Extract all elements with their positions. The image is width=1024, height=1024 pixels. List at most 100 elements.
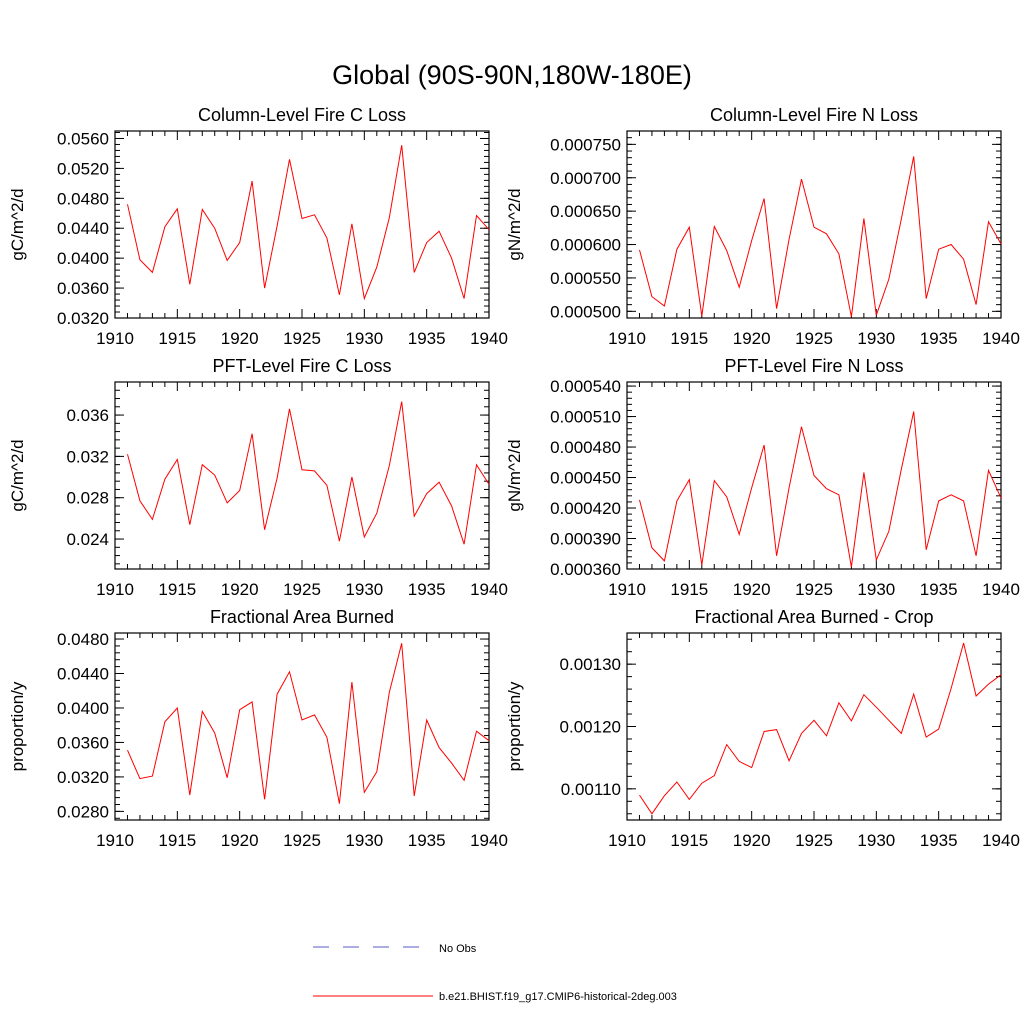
x-tick-label: 1915 [158, 329, 196, 348]
x-tick-label: 1930 [857, 831, 895, 850]
panel-title: PFT-Level Fire N Loss [724, 356, 903, 376]
x-tick-label: 1930 [857, 329, 895, 348]
y-tick-label: 0.0360 [57, 733, 109, 752]
y-tick-label: 0.000540 [550, 377, 621, 396]
x-tick-label: 1920 [221, 329, 259, 348]
x-tick-label: 1915 [670, 329, 708, 348]
y-tick-label: 0.0480 [57, 189, 109, 208]
x-tick-label: 1930 [857, 580, 895, 599]
legend: No Obs b.e21.BHIST.f19_g17.CMIP6-histori… [313, 943, 677, 1003]
y-axis-label: proportion/y [8, 681, 27, 771]
y-tick-label: 0.0400 [57, 699, 109, 718]
panel-title: Column-Level Fire N Loss [710, 105, 918, 125]
x-tick-label: 1910 [608, 580, 646, 599]
y-tick-label: 0.0440 [57, 665, 109, 684]
x-tick-label: 1910 [96, 831, 134, 850]
x-tick-label: 1925 [795, 831, 833, 850]
x-tick-label: 1940 [982, 580, 1020, 599]
y-tick-label: 0.000360 [550, 560, 621, 579]
y-tick-label: 0.000480 [550, 438, 621, 457]
panel-title: PFT-Level Fire C Loss [212, 356, 391, 376]
series-line [127, 643, 490, 804]
y-tick-label: 0.0480 [57, 630, 109, 649]
y-tick-label: 0.0440 [57, 219, 109, 238]
y-tick-label: 0.0520 [57, 159, 109, 178]
panel-title: Fractional Area Burned - Crop [694, 607, 933, 627]
panel-title: Column-Level Fire C Loss [198, 105, 406, 125]
x-tick-label: 1935 [920, 580, 958, 599]
x-tick-label: 1935 [408, 831, 446, 850]
x-tick-label: 1925 [283, 329, 321, 348]
y-axis-label: gN/m^2/d [505, 439, 524, 511]
x-tick-label: 1915 [158, 831, 196, 850]
x-tick-label: 1920 [733, 329, 771, 348]
y-axis-label: proportion/y [505, 681, 524, 771]
x-tick-label: 1935 [920, 329, 958, 348]
y-tick-label: 0.000420 [550, 499, 621, 518]
y-axis-label: gN/m^2/d [505, 188, 524, 260]
chart-panel: 1910 1915 1920 1925 1930 1935 1940 0.000360 0.00… [505, 356, 1020, 599]
y-axis-label: gC/m^2/d [8, 439, 27, 511]
x-tick-label: 1920 [733, 580, 771, 599]
x-tick-label: 1935 [408, 580, 446, 599]
x-tick-label: 1935 [408, 329, 446, 348]
y-tick-label: 0.032 [66, 447, 109, 466]
x-tick-label: 1915 [670, 580, 708, 599]
y-tick-label: 0.000550 [550, 269, 621, 288]
y-tick-label: 0.0320 [57, 309, 109, 328]
series-line [127, 401, 490, 545]
x-tick-label: 1915 [158, 580, 196, 599]
chart-panel: 1910 1915 1920 1925 1930 1935 1940 0.024 0.028 0.… [8, 356, 508, 599]
series-line [639, 642, 1002, 815]
x-tick-label: 1935 [920, 831, 958, 850]
chart-panel: 1910 1915 1920 1925 1930 1935 1940 0.0280 0.0320… [8, 607, 508, 850]
y-tick-label: 0.036 [66, 406, 109, 425]
y-tick-label: 0.000500 [550, 302, 621, 321]
x-tick-label: 1910 [96, 580, 134, 599]
x-tick-label: 1925 [795, 329, 833, 348]
y-tick-label: 0.00120 [560, 718, 621, 737]
series-line [639, 411, 1002, 568]
y-tick-label: 0.024 [66, 530, 109, 549]
x-tick-label: 1925 [795, 580, 833, 599]
y-tick-label: 0.000700 [550, 169, 621, 188]
legend-model-label: b.e21.BHIST.f19_g17.CMIP6-historical-2de… [439, 991, 677, 1003]
x-tick-label: 1940 [470, 329, 508, 348]
x-tick-label: 1910 [96, 329, 134, 348]
x-tick-label: 1925 [283, 580, 321, 599]
series-line [639, 156, 1002, 317]
y-tick-label: 0.000650 [550, 202, 621, 221]
y-tick-label: 0.000390 [550, 530, 621, 549]
y-tick-label: 0.028 [66, 489, 109, 508]
y-tick-label: 0.000510 [550, 408, 621, 427]
y-tick-label: 0.0560 [57, 129, 109, 148]
y-tick-label: 0.0320 [57, 768, 109, 787]
chart-panel: 1910 1915 1920 1925 1930 1935 1940 0.00110 0.001… [505, 607, 1020, 850]
chart-panel: 1910 1915 1920 1925 1930 1935 1940 0.0320 0.0360… [8, 105, 508, 348]
x-tick-label: 1940 [982, 831, 1020, 850]
x-tick-label: 1930 [345, 831, 383, 850]
y-tick-label: 0.0280 [57, 802, 109, 821]
chart-panel: 1910 1915 1920 1925 1930 1935 1940 0.000500 0.00… [505, 105, 1020, 348]
y-tick-label: 0.00130 [560, 655, 621, 674]
x-tick-label: 1930 [345, 580, 383, 599]
x-tick-label: 1940 [470, 580, 508, 599]
y-tick-label: 0.000450 [550, 469, 621, 488]
y-axis-label: gC/m^2/d [8, 188, 27, 260]
y-tick-label: 0.0360 [57, 279, 109, 298]
x-tick-label: 1920 [733, 831, 771, 850]
legend-obs-label: No Obs [439, 943, 477, 955]
x-tick-label: 1940 [982, 329, 1020, 348]
x-tick-label: 1915 [670, 831, 708, 850]
x-tick-label: 1920 [221, 580, 259, 599]
x-tick-label: 1910 [608, 831, 646, 850]
y-tick-label: 0.0400 [57, 249, 109, 268]
panel-title: Fractional Area Burned [210, 607, 394, 627]
y-tick-label: 0.00110 [561, 780, 621, 799]
x-tick-label: 1910 [608, 329, 646, 348]
x-tick-label: 1940 [470, 831, 508, 850]
y-tick-label: 0.000750 [550, 135, 621, 154]
x-tick-label: 1925 [283, 831, 321, 850]
series-line [127, 145, 490, 301]
